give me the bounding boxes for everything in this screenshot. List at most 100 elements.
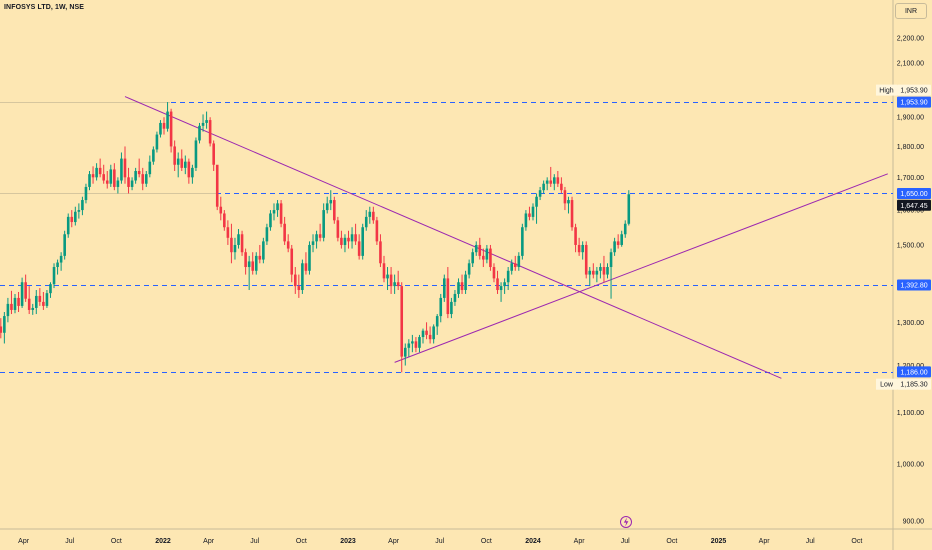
candle-body (567, 200, 570, 204)
y-tick-label: 1,100.00 (897, 410, 924, 417)
x-tick-label: Apr (574, 538, 586, 545)
x-tick-label: 2025 (711, 538, 727, 545)
candle-body (159, 122, 162, 135)
price-tag-value: 1,953.90 (900, 88, 927, 95)
candle-body (329, 200, 333, 204)
candle-body (66, 216, 70, 235)
price-tag-value: 1,647.45 (900, 203, 927, 210)
candle-body (223, 213, 226, 228)
candle-body (194, 140, 198, 168)
candle-body (109, 169, 113, 184)
candle-body (489, 248, 492, 268)
candle-body (279, 203, 283, 224)
trendline[interactable] (124, 96, 782, 379)
candle-body (464, 274, 467, 291)
candle-body (414, 341, 418, 348)
price-tag[interactable] (897, 279, 931, 291)
candle-body (184, 161, 187, 168)
candle-body (187, 161, 191, 178)
candle-body (162, 122, 166, 129)
candle-body (120, 158, 123, 181)
candle-body (496, 278, 499, 291)
price-tag[interactable] (897, 199, 931, 211)
candle-body (556, 177, 560, 184)
candle-body (545, 180, 549, 184)
candle-body (400, 286, 404, 357)
y-tick-label: 1,000.00 (897, 462, 924, 469)
candle-body (361, 227, 364, 256)
candle-body (42, 301, 45, 306)
candle-body (102, 174, 105, 181)
candle-body (428, 334, 432, 340)
candle-body (98, 167, 102, 175)
candle-body (325, 203, 329, 211)
candle-body (599, 267, 602, 271)
candle-body (595, 270, 599, 275)
candle-body (81, 200, 84, 211)
candle-body (425, 330, 428, 335)
price-tag[interactable] (897, 96, 931, 108)
candle-body (563, 190, 567, 204)
candle-body (379, 241, 382, 264)
candle-body (418, 337, 421, 348)
candle-body (411, 341, 414, 344)
candle-body (450, 301, 453, 315)
candle-body (304, 263, 308, 271)
candle-body (354, 234, 357, 242)
candle-body (382, 263, 386, 279)
candle-body (606, 267, 609, 275)
time-axis[interactable]: Apr Jul Oct 2022 Apr Jul Oct 2023 Apr Jul Oct 2024 A… (18, 538, 862, 545)
candle-body (574, 227, 577, 245)
candle-body (372, 211, 375, 221)
candle-body (584, 244, 588, 275)
price-tag-value: 1,650.00 (900, 191, 927, 198)
candle-body (59, 255, 63, 263)
price-tag[interactable] (897, 187, 931, 199)
x-tick-label: 2024 (525, 538, 541, 545)
candle-body (616, 241, 620, 245)
price-tag[interactable] (897, 84, 931, 96)
candle-body (396, 282, 400, 287)
candle-body (247, 261, 251, 268)
candle-body (531, 206, 535, 217)
candle-body (251, 261, 255, 271)
candle-body (613, 241, 616, 253)
candle-body (517, 255, 521, 268)
candle-body (386, 274, 389, 279)
y-tick-label: 2,200.00 (897, 36, 924, 43)
price-tag[interactable] (897, 378, 931, 390)
candle-body (347, 237, 350, 242)
candle-body (84, 186, 88, 201)
candle-body (91, 174, 95, 178)
candle-body (13, 297, 17, 310)
candle-body (492, 267, 496, 279)
candle-body (20, 282, 24, 306)
candle-body (301, 263, 304, 291)
candle-body (208, 120, 212, 144)
candle-body (528, 213, 531, 217)
y-tick-label: 1,800.00 (897, 144, 924, 151)
price-tag-value: 1,392.80 (900, 283, 927, 290)
candle-body (262, 241, 265, 260)
candle-body (318, 234, 322, 238)
lightning-icon[interactable] (620, 516, 632, 528)
candle-body (503, 282, 506, 287)
candle-body (116, 180, 120, 187)
price-tags-layer: 1,953.90 High 1,953.90 1,650.00 1,647.45 1,39… (876, 84, 931, 390)
candle-body (201, 122, 205, 126)
candle-body (506, 270, 510, 283)
candle-body (439, 297, 443, 317)
price-tag-caption-box (876, 84, 897, 96)
candle-body (38, 295, 42, 302)
currency-button[interactable]: INR (895, 3, 927, 19)
candle-body (627, 194, 631, 224)
candle-body (152, 149, 155, 162)
price-tag[interactable] (897, 366, 931, 378)
candle-body (155, 134, 159, 150)
x-tick-label: Jul (621, 538, 630, 545)
candle-body (88, 174, 91, 187)
candle-body (10, 303, 13, 310)
trendline[interactable] (394, 173, 888, 363)
